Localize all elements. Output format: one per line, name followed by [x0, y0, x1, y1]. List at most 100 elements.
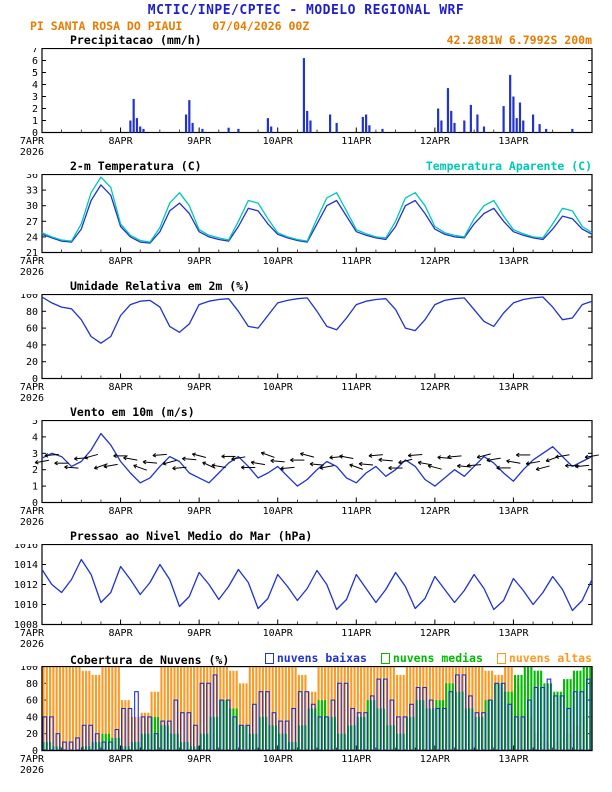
legend-nuvens-altas: nuvens altas: [496, 651, 592, 666]
svg-text:10APR: 10APR: [263, 256, 294, 267]
svg-text:10APR: 10APR: [263, 382, 294, 393]
panel-temperature: 2-m Temperatura (C) Temperatura Aparente…: [0, 159, 612, 279]
svg-text:12APR: 12APR: [420, 256, 451, 267]
apparent-temp-legend: Temperatura Aparente (C): [425, 159, 592, 173]
svg-text:36: 36: [26, 174, 38, 181]
svg-text:10APR: 10APR: [263, 136, 294, 147]
svg-text:12APR: 12APR: [420, 136, 451, 147]
clouds-title-row: Cobertura de Nuvens (%) nuvens baixas nu…: [0, 651, 612, 667]
humidity-title: Umidade Relativa em 2m (%): [70, 279, 251, 293]
svg-text:1: 1: [32, 116, 38, 127]
svg-text:11APR: 11APR: [341, 506, 372, 517]
svg-text:5: 5: [32, 420, 38, 427]
temp-title-row: 2-m Temperatura (C) Temperatura Aparente…: [0, 159, 612, 174]
svg-text:1012: 1012: [14, 580, 38, 591]
lines: [41, 558, 593, 612]
svg-text:10APR: 10APR: [263, 754, 294, 765]
station-line: PI SANTA ROSA DO PIAUI 07/04/2026 00Z: [0, 19, 612, 33]
station-name: PI SANTA ROSA DO PIAUI: [30, 19, 183, 33]
svg-text:0: 0: [32, 128, 38, 139]
nuvens-baixas-swatch: [264, 653, 274, 664]
svg-text:11APR: 11APR: [341, 136, 372, 147]
svg-text:7: 7: [32, 48, 38, 55]
panel-pressure: Pressao ao Nivel Medio do Mar (hPa) 1008…: [0, 529, 612, 651]
svg-text:2026: 2026: [20, 267, 44, 278]
svg-text:11APR: 11APR: [341, 628, 372, 639]
svg-text:11APR: 11APR: [341, 382, 372, 393]
humidity-title-row: Umidade Relativa em 2m (%): [0, 279, 612, 294]
svg-text:1: 1: [32, 482, 38, 493]
panel-precipitation: Precipitacao (mm/h) 42.2881W 6.7992S 200…: [0, 33, 612, 159]
model-title: MCTIC/INPE/CPTEC - MODELO REGIONAL WRF: [147, 3, 465, 18]
svg-text:40: 40: [26, 340, 38, 351]
lines: [41, 176, 593, 244]
svg-text:2026: 2026: [20, 765, 44, 776]
legend-nuvens-medias: nuvens medias: [380, 651, 483, 666]
precip-title-row: Precipitacao (mm/h) 42.2881W 6.7992S 200…: [0, 33, 612, 48]
svg-text:8APR: 8APR: [109, 136, 134, 147]
svg-text:12APR: 12APR: [420, 506, 451, 517]
run-datetime: 07/04/2026 00Z: [212, 19, 310, 33]
svg-text:3: 3: [32, 449, 38, 460]
svg-text:13APR: 13APR: [498, 382, 529, 393]
legend-nuvens-baixas: nuvens baixas: [264, 651, 367, 666]
svg-text:13APR: 13APR: [498, 136, 529, 147]
panel-wind: Vento em 10m (m/s) 0 1 2 3 4 5 7APR 2026 8APR 9AP…: [0, 405, 612, 529]
svg-text:2: 2: [32, 104, 38, 115]
wind-title: Vento em 10m (m/s): [70, 405, 195, 419]
svg-text:1010: 1010: [14, 600, 38, 611]
svg-text:9APR: 9APR: [187, 754, 212, 765]
svg-text:9APR: 9APR: [187, 506, 212, 517]
svg-text:11APR: 11APR: [341, 754, 372, 765]
temp-title: 2-m Temperatura (C): [70, 159, 202, 173]
svg-text:7APR: 7APR: [20, 136, 45, 147]
panel-clouds: Cobertura de Nuvens (%) nuvens baixas nu…: [0, 651, 612, 777]
svg-text:2026: 2026: [20, 517, 44, 528]
svg-text:8APR: 8APR: [109, 256, 134, 267]
svg-text:9APR: 9APR: [187, 628, 212, 639]
svg-text:8APR: 8APR: [109, 506, 134, 517]
svg-text:100: 100: [20, 294, 38, 301]
pressure-title-row: Pressao ao Nivel Medio do Mar (hPa): [0, 529, 612, 544]
nuvens-medias-swatch: [380, 653, 390, 664]
clouds-title: Cobertura de Nuvens (%): [70, 653, 230, 667]
svg-text:1016: 1016: [14, 544, 38, 551]
nuvens-medias-label: nuvens medias: [392, 651, 483, 665]
svg-text:9APR: 9APR: [187, 256, 212, 267]
svg-text:100: 100: [20, 666, 38, 673]
svg-text:13APR: 13APR: [498, 628, 529, 639]
svg-text:2026: 2026: [20, 639, 44, 650]
nuvens-altas-swatch: [496, 653, 506, 664]
svg-text:7APR: 7APR: [20, 256, 45, 267]
svg-text:1014: 1014: [14, 560, 38, 571]
svg-text:7APR: 7APR: [20, 754, 45, 765]
svg-text:8APR: 8APR: [109, 382, 134, 393]
svg-text:0: 0: [32, 746, 38, 757]
wind-title-row: Vento em 10m (m/s): [0, 405, 612, 420]
svg-text:20: 20: [26, 357, 38, 368]
coords-label: 42.2881W 6.7992S 200m: [446, 33, 592, 47]
svg-text:2026: 2026: [20, 147, 44, 158]
svg-text:0: 0: [32, 498, 38, 509]
svg-text:8APR: 8APR: [109, 754, 134, 765]
svg-text:12APR: 12APR: [420, 382, 451, 393]
svg-text:40: 40: [26, 712, 38, 723]
svg-text:33: 33: [26, 186, 38, 197]
